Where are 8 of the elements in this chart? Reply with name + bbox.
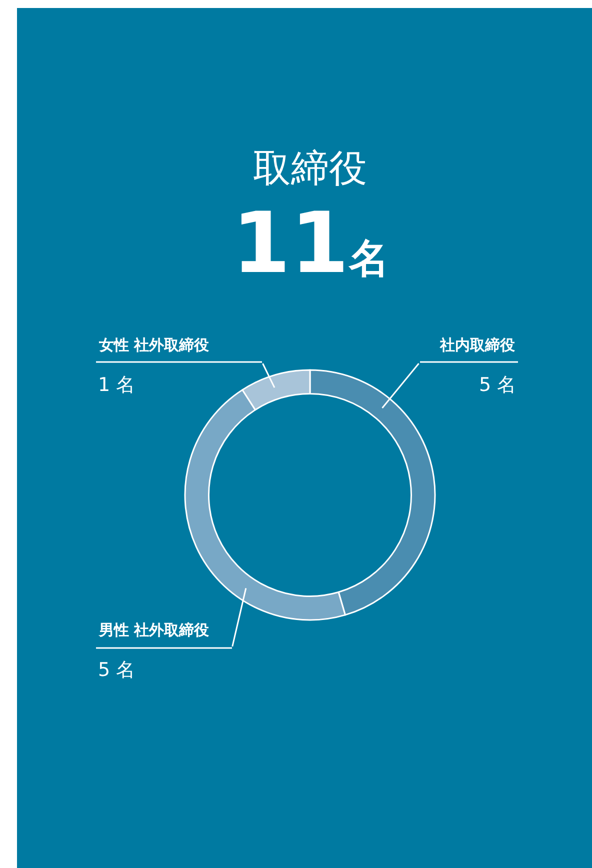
slice-label: 女性 社外取締役	[98, 336, 210, 354]
data-label: 5 名	[479, 374, 516, 396]
data-label: 5 名	[98, 659, 136, 681]
slice-label: 男性 社外取締役	[98, 621, 210, 639]
chart-subtitle: 11名	[232, 194, 389, 292]
chart-title: 取締役	[253, 146, 367, 190]
data-label: 1 名	[98, 374, 136, 396]
slice-label: 社内取締役	[439, 336, 516, 354]
